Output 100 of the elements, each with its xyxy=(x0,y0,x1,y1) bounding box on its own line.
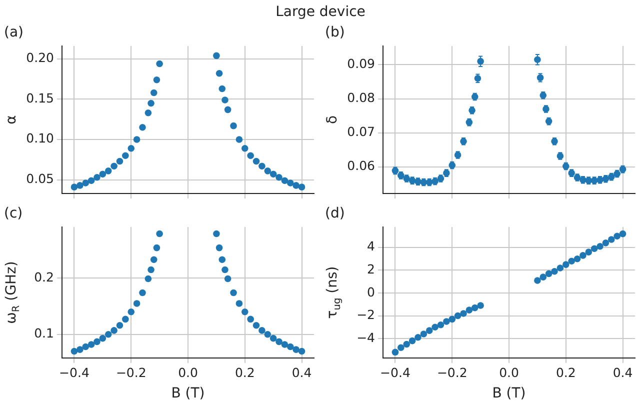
point xyxy=(602,240,610,246)
y-tick-label: 0.08 xyxy=(347,90,376,106)
point xyxy=(252,322,260,329)
point xyxy=(477,302,484,309)
point xyxy=(454,312,462,320)
y-tick-label: 0.05 xyxy=(26,171,54,186)
chart-title: Large device xyxy=(274,4,366,20)
point xyxy=(562,261,570,268)
point xyxy=(437,321,444,328)
point xyxy=(392,348,399,356)
point xyxy=(420,330,428,338)
point xyxy=(252,158,260,165)
point xyxy=(110,162,118,170)
point xyxy=(153,76,160,84)
point xyxy=(614,232,620,240)
point xyxy=(222,96,228,104)
x-tick-label: −0.2 xyxy=(436,364,468,380)
point xyxy=(298,184,306,190)
x-axis-title: B (T) xyxy=(171,386,205,402)
y-axis-title: τug (ns) xyxy=(324,266,343,319)
point xyxy=(216,244,223,252)
point xyxy=(156,60,163,68)
x-tick-label: −0.2 xyxy=(116,364,146,380)
point xyxy=(99,170,106,178)
point xyxy=(144,275,152,282)
point xyxy=(286,180,294,186)
point xyxy=(99,334,106,342)
point xyxy=(247,316,254,323)
text: (c) xyxy=(4,206,23,222)
point xyxy=(88,177,95,184)
point xyxy=(104,330,112,338)
point xyxy=(292,182,300,189)
point xyxy=(247,152,254,160)
y-tick-label: 0.10 xyxy=(26,130,54,146)
point xyxy=(580,252,586,259)
x-tick-label: −0.4 xyxy=(380,364,410,380)
point xyxy=(403,340,410,348)
point xyxy=(70,348,78,355)
point xyxy=(276,174,282,181)
x-tick-label: 0.2 xyxy=(234,364,255,380)
point xyxy=(236,300,243,307)
y-tick-label: 0.15 xyxy=(26,90,54,106)
point xyxy=(426,327,433,334)
point xyxy=(264,330,272,338)
point xyxy=(236,136,243,143)
point xyxy=(128,144,135,152)
point xyxy=(213,52,220,60)
text: (d) xyxy=(325,206,345,222)
x-tick-label: 0.2 xyxy=(556,364,576,380)
point xyxy=(556,264,564,272)
point xyxy=(568,258,575,265)
point xyxy=(471,304,478,312)
point xyxy=(133,300,140,307)
point xyxy=(264,168,272,174)
point xyxy=(156,230,163,238)
point xyxy=(230,122,237,130)
y-axis-title: δ xyxy=(324,115,341,124)
point xyxy=(230,289,237,296)
y-tick-label: 0.07 xyxy=(347,124,375,140)
point xyxy=(540,274,547,280)
point xyxy=(88,341,95,348)
point xyxy=(94,338,100,346)
point xyxy=(139,124,146,131)
point xyxy=(466,306,473,314)
point xyxy=(94,174,100,181)
point xyxy=(148,100,154,107)
point xyxy=(298,348,306,355)
text: (b) xyxy=(325,24,345,41)
point xyxy=(270,334,277,342)
point xyxy=(281,177,288,184)
point xyxy=(148,266,154,274)
x-tick-label: 0.0 xyxy=(178,364,198,380)
x-tick-label: 0.4 xyxy=(612,364,633,380)
point xyxy=(133,136,140,143)
point xyxy=(216,70,223,77)
point xyxy=(398,344,404,352)
point xyxy=(76,346,84,353)
point xyxy=(551,268,558,275)
point xyxy=(122,316,129,323)
point xyxy=(218,256,226,264)
point xyxy=(241,144,248,152)
point xyxy=(110,327,118,334)
point xyxy=(70,184,78,190)
point xyxy=(286,343,294,350)
point xyxy=(104,168,112,174)
point xyxy=(432,324,438,331)
y-tick-label: 0.09 xyxy=(347,56,376,71)
point xyxy=(116,322,124,329)
point xyxy=(224,275,232,282)
y-tick-label: 0.20 xyxy=(26,50,54,66)
point xyxy=(619,230,626,238)
point xyxy=(258,162,266,170)
point xyxy=(150,89,158,96)
point xyxy=(218,85,226,92)
point xyxy=(76,182,84,189)
point xyxy=(608,236,615,243)
point xyxy=(122,152,129,160)
point xyxy=(276,338,282,346)
point xyxy=(414,334,422,341)
y-axis-title: ωR (GHz) xyxy=(4,261,22,324)
